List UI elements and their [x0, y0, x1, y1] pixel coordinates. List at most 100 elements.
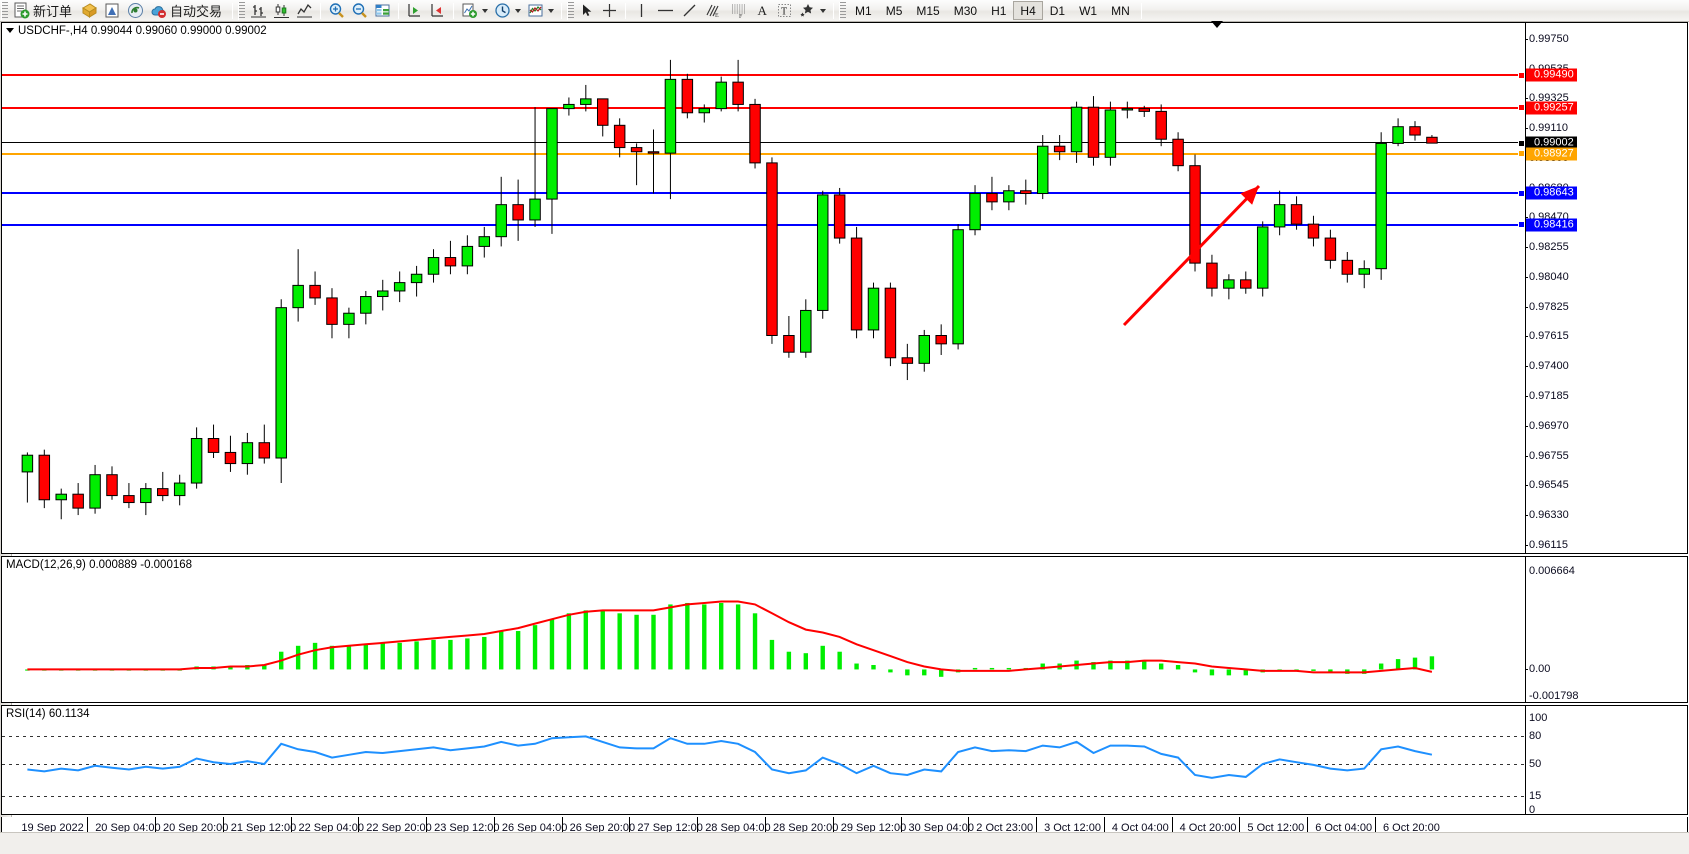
pivot-line[interactable]	[2, 152, 1525, 155]
bid-line[interactable]	[2, 142, 1525, 144]
timeframe-h1[interactable]: H1	[984, 1, 1013, 20]
indicators-button[interactable]	[524, 1, 557, 21]
price-tag-support[interactable]: 0.98416	[1518, 218, 1577, 232]
new-order-label: 新订单	[33, 4, 73, 19]
data-window-button[interactable]	[101, 1, 124, 21]
timeframe-m1[interactable]: M1	[848, 1, 879, 20]
price-tick: 0.96970	[1525, 419, 1569, 432]
zoom-in-button[interactable]	[325, 1, 348, 21]
zoom-in-icon	[329, 3, 344, 18]
timeframe-m30[interactable]: M30	[947, 1, 984, 20]
price-axis[interactable]: 0.997500.995350.993250.991100.988950.986…	[1518, 23, 1687, 553]
macd-pane[interactable]: MACD(12,26,9) 0.000889 -0.000168 0.00666…	[1, 556, 1688, 703]
market-button[interactable]: 自动交易	[147, 1, 228, 21]
candlestick-chart-button[interactable]	[270, 1, 293, 21]
price-tag-handle[interactable]	[1518, 221, 1525, 229]
expert-advisors-button[interactable]	[78, 1, 101, 21]
price-tag-resistance[interactable]: 0.99490	[1518, 68, 1577, 82]
grid-button[interactable]	[371, 1, 394, 21]
toolbar-grip[interactable]	[1, 1, 8, 20]
price-tick: 0.99750	[1525, 33, 1569, 45]
price-tag-handle[interactable]	[1518, 104, 1525, 112]
price-plot[interactable]	[2, 23, 1525, 553]
price-tag-support[interactable]: 0.98643	[1518, 186, 1577, 200]
time-separator	[561, 817, 563, 839]
price-pane[interactable]: USDCHF-,H4 0.99044 0.99060 0.99000 0.990…	[1, 22, 1688, 554]
timeframe-mn[interactable]: MN	[1104, 1, 1137, 20]
price-tag-resistance[interactable]: 0.99257	[1518, 101, 1577, 115]
signals-button[interactable]	[124, 1, 147, 21]
price-tag-handle[interactable]	[1518, 139, 1525, 147]
cursor-button[interactable]	[576, 1, 598, 21]
symbol-header: USDCHF-,H4 0.99044 0.99060 0.99000 0.990…	[6, 25, 267, 37]
rsi-plot[interactable]	[2, 706, 1525, 814]
time-label: 2 Oct 23:00	[976, 822, 1034, 834]
templates-button[interactable]	[458, 1, 491, 21]
price-tick: 0.98040	[1525, 271, 1569, 284]
timeframe-m15[interactable]: M15	[909, 1, 946, 20]
grid-icon	[375, 4, 390, 17]
time-label: 28 Sep 04:00	[705, 822, 771, 834]
timeframe-h4[interactable]: H4	[1013, 1, 1043, 20]
new-order-button[interactable]: 新订单	[10, 1, 78, 21]
period-dropdown-arrow[interactable]	[515, 8, 522, 13]
time-separator	[290, 817, 292, 839]
bar-chart-button[interactable]	[247, 1, 270, 21]
price-tag-handle[interactable]	[1518, 71, 1525, 79]
horizontal-line-button[interactable]	[653, 1, 678, 21]
equidistant-channel-button[interactable]: E	[701, 1, 726, 21]
macd-plot[interactable]	[2, 557, 1525, 702]
time-label: 6 Oct 04:00	[1315, 822, 1373, 834]
templates-dropdown-arrow[interactable]	[482, 8, 489, 13]
time-separator	[832, 817, 834, 839]
rsi-pane[interactable]: RSI(14) 60.1134 100 80 50 15 0	[1, 705, 1688, 815]
vertical-line-button[interactable]	[630, 1, 653, 21]
chart-toolbar-grip[interactable]	[238, 1, 246, 20]
price-tag-bid[interactable]: 0.99002	[1518, 136, 1577, 150]
time-label: 20 Sep 20:00	[162, 822, 229, 834]
fibonacci-icon: F	[732, 4, 746, 19]
time-label: 4 Oct 20:00	[1179, 822, 1237, 834]
shapes-button[interactable]	[796, 1, 829, 21]
zoom-out-button[interactable]	[348, 1, 371, 21]
timeframe-m5[interactable]: M5	[879, 1, 910, 20]
shift-end-button[interactable]	[403, 1, 426, 21]
signals-icon	[128, 3, 144, 18]
trendline-button[interactable]	[678, 1, 701, 21]
time-label: 28 Sep 20:00	[772, 822, 839, 834]
symbol-ohlc-text: USDCHF-,H4 0.99044 0.99060 0.99000 0.990…	[18, 25, 267, 37]
templates-icon	[462, 3, 478, 18]
support-line[interactable]	[2, 192, 1525, 195]
support-line[interactable]	[2, 223, 1525, 226]
crosshair-icon	[603, 4, 617, 17]
bar-chart-icon	[251, 5, 267, 18]
line-chart-button[interactable]	[293, 1, 316, 21]
text-button[interactable]: A	[751, 1, 773, 21]
time-separator	[764, 817, 766, 839]
price-tag-pivot[interactable]: 0.98927	[1518, 147, 1577, 161]
time-label: 29 Sep 12:00	[840, 822, 907, 834]
period-button[interactable]	[491, 1, 524, 21]
macd-axis[interactable]: 0.006664 0.00 -0.001798	[1524, 557, 1687, 702]
text-label-button[interactable]: T	[773, 1, 796, 21]
rsi-axis[interactable]: 100 80 50 15 0	[1525, 706, 1687, 814]
resistance-line[interactable]	[2, 106, 1525, 109]
resistance-line[interactable]	[2, 74, 1525, 77]
indicators-dropdown-arrow[interactable]	[548, 8, 555, 13]
line-studies-grip[interactable]	[567, 1, 575, 20]
timeframe-d1[interactable]: D1	[1043, 1, 1072, 20]
price-tag-handle[interactable]	[1518, 150, 1525, 158]
chart-area[interactable]: USDCHF-,H4 0.99044 0.99060 0.99000 0.990…	[0, 21, 1689, 854]
tf-label: M5	[885, 3, 903, 18]
shapes-dropdown-arrow[interactable]	[820, 8, 827, 13]
symbol-collapse-icon[interactable]	[6, 28, 14, 34]
fibonacci-button[interactable]: F	[726, 1, 751, 21]
timeframe-w1[interactable]: W1	[1072, 1, 1104, 20]
timeframe-grip[interactable]	[839, 1, 847, 20]
time-separator	[493, 817, 495, 839]
auto-scroll-button[interactable]	[426, 1, 449, 21]
price-tag-handle[interactable]	[1518, 189, 1525, 197]
crosshair-button[interactable]	[598, 1, 621, 21]
svg-text:E: E	[715, 13, 719, 19]
time-label: 3 Oct 12:00	[1044, 822, 1101, 834]
